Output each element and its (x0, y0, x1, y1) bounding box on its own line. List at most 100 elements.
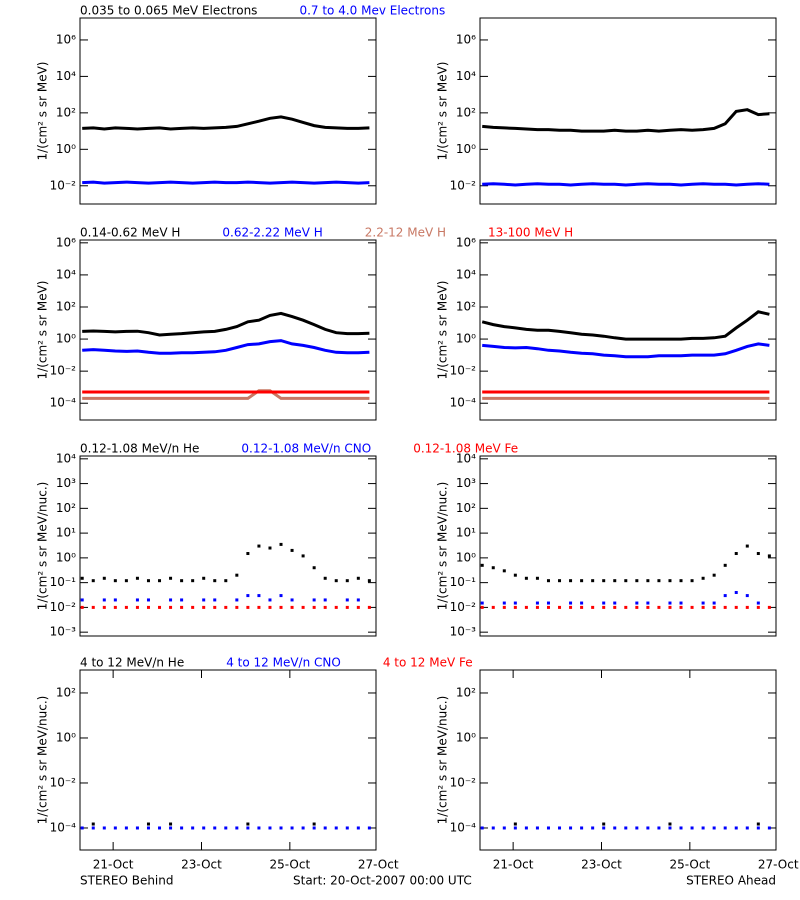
data-point (668, 605, 672, 609)
data-point (312, 822, 316, 826)
y-tick-label: 10⁴ (456, 267, 476, 281)
data-point (235, 826, 239, 830)
data-point (679, 826, 683, 830)
y-tick-label: 10⁻² (50, 600, 77, 614)
data-point (323, 605, 327, 609)
data-point (367, 826, 371, 830)
data-point (312, 605, 316, 609)
data-point (679, 601, 683, 605)
data-point (502, 605, 506, 609)
data-point (113, 579, 117, 583)
data-point (323, 576, 327, 580)
data-point (290, 605, 294, 609)
data-point (646, 605, 650, 609)
data-point (602, 605, 606, 609)
y-tick-label: 10⁰ (56, 550, 76, 564)
y-tick-label: 10⁻⁴ (450, 396, 477, 410)
data-point (591, 826, 595, 830)
y-tick-label: 10¹ (456, 526, 476, 540)
legend-entry: 4 to 12 MeV/n He (80, 656, 184, 670)
data-point (569, 826, 573, 830)
legend-entry: 0.12-1.08 MeV/n CNO (241, 442, 371, 456)
data-point (569, 579, 573, 583)
data-point (146, 822, 150, 826)
data-point (146, 605, 150, 609)
data-point (334, 826, 338, 830)
data-point (169, 598, 173, 602)
y-tick-label: 10⁻¹ (450, 575, 477, 589)
data-point (723, 605, 727, 609)
data-point (624, 605, 628, 609)
series-line (482, 182, 770, 187)
y-axis-label: 1/(cm² s sr MeV/nuc.) (36, 696, 50, 825)
y-tick-label: 10² (456, 105, 476, 119)
data-point (668, 826, 672, 830)
data-point (513, 822, 517, 826)
data-point (301, 554, 305, 558)
series-line (481, 310, 770, 341)
data-point (213, 826, 217, 830)
data-point (312, 566, 316, 570)
data-point (356, 576, 360, 580)
data-point (624, 826, 628, 830)
plot-frame (79, 17, 377, 205)
y-axis-label: 1/(cm² s sr MeV) (436, 62, 450, 161)
data-point (257, 605, 261, 609)
data-point (513, 605, 517, 609)
data-point (158, 579, 162, 583)
footer-left: STEREO Behind (80, 874, 174, 888)
data-point (345, 605, 349, 609)
y-tick-label: 10⁻³ (450, 625, 477, 639)
data-point (513, 573, 517, 577)
series-line (482, 108, 770, 133)
x-tick-label: 21-Oct (93, 858, 134, 872)
data-point (135, 598, 139, 602)
y-tick-label: 10⁴ (56, 69, 76, 83)
data-point (80, 826, 84, 830)
data-point (334, 579, 338, 583)
y-tick-label: 10⁻² (50, 364, 77, 378)
y-tick-label: 10⁻² (450, 775, 477, 789)
data-point (367, 605, 371, 609)
data-point (580, 826, 584, 830)
series-line (482, 342, 770, 359)
series-line (82, 115, 370, 131)
data-point (624, 579, 628, 583)
footer-center: Start: 20-Oct-2007 00:00 UTC (293, 874, 472, 888)
y-axis-label: 1/(cm² s sr MeV) (36, 62, 50, 161)
y-tick-label: 10⁻⁴ (450, 820, 477, 834)
data-point (546, 826, 550, 830)
data-point (91, 605, 95, 609)
data-point (312, 598, 316, 602)
data-point (290, 826, 294, 830)
data-point (635, 605, 639, 609)
data-point (613, 605, 617, 609)
data-point (712, 601, 716, 605)
data-point (613, 579, 617, 583)
data-point (668, 822, 672, 826)
data-point (268, 598, 272, 602)
y-tick-label: 10⁰ (456, 142, 476, 156)
legend-entry: 0.035 to 0.065 MeV Electrons (80, 4, 257, 18)
data-point (524, 576, 528, 580)
data-point (135, 576, 139, 580)
x-tick-label: 23-Oct (581, 858, 622, 872)
data-point (169, 826, 173, 830)
legend-entry: 2.2-12 MeV H (365, 226, 446, 240)
data-point (113, 605, 117, 609)
data-point (535, 601, 539, 605)
x-tick-label: 25-Oct (270, 858, 311, 872)
y-tick-label: 10⁶ (456, 235, 476, 249)
data-point (356, 598, 360, 602)
legend-entry: 0.62-2.22 MeV H (222, 226, 322, 240)
data-point (569, 601, 573, 605)
data-point (712, 826, 716, 830)
y-tick-label: 10⁰ (56, 142, 76, 156)
data-point (202, 605, 206, 609)
x-tick-label: 21-Oct (493, 858, 534, 872)
data-point (158, 826, 162, 830)
data-point (146, 598, 150, 602)
data-point (80, 605, 84, 609)
data-point (102, 598, 106, 602)
